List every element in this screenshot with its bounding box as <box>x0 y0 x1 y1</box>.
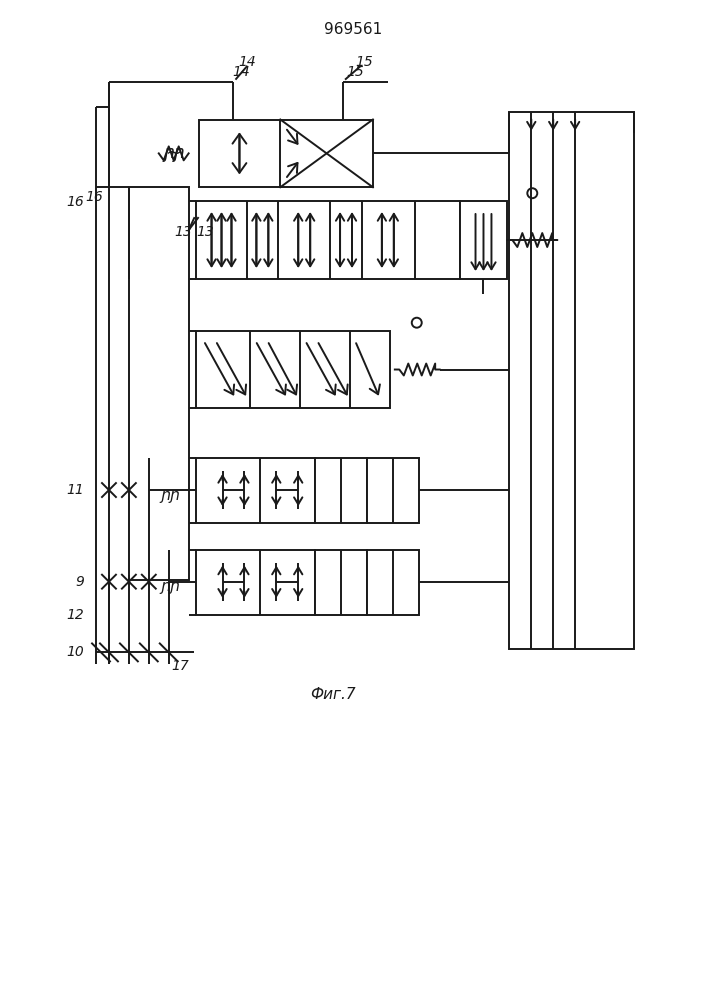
Text: 15: 15 <box>346 65 364 79</box>
Bar <box>196 550 315 615</box>
Text: 13: 13 <box>175 225 192 239</box>
Text: 13: 13 <box>197 225 214 239</box>
Bar <box>460 201 508 279</box>
Text: 9: 9 <box>75 575 84 589</box>
Bar <box>129 187 189 580</box>
Text: 11: 11 <box>66 483 84 497</box>
Text: 12: 12 <box>66 608 84 622</box>
Text: ~: ~ <box>165 144 182 163</box>
Text: ɲɲ: ɲɲ <box>161 488 180 503</box>
Bar <box>199 120 373 187</box>
Bar <box>315 550 367 615</box>
Text: ɲɲ: ɲɲ <box>164 144 185 162</box>
Text: 10: 10 <box>66 645 84 659</box>
Text: 969561: 969561 <box>324 22 382 37</box>
Text: 16: 16 <box>66 195 84 209</box>
Text: Фиг.7: Фиг.7 <box>310 687 356 702</box>
Bar <box>196 458 315 523</box>
Text: 15: 15 <box>355 55 373 69</box>
Text: 16: 16 <box>85 190 103 204</box>
Text: 17: 17 <box>172 659 189 673</box>
Text: 14: 14 <box>238 55 256 69</box>
Bar <box>509 112 634 649</box>
Bar <box>315 458 367 523</box>
Text: ɲɲ: ɲɲ <box>161 579 180 594</box>
Bar <box>196 201 460 279</box>
Bar <box>367 458 419 523</box>
Bar <box>367 550 419 615</box>
Text: 14: 14 <box>233 65 250 79</box>
Bar <box>196 331 390 408</box>
